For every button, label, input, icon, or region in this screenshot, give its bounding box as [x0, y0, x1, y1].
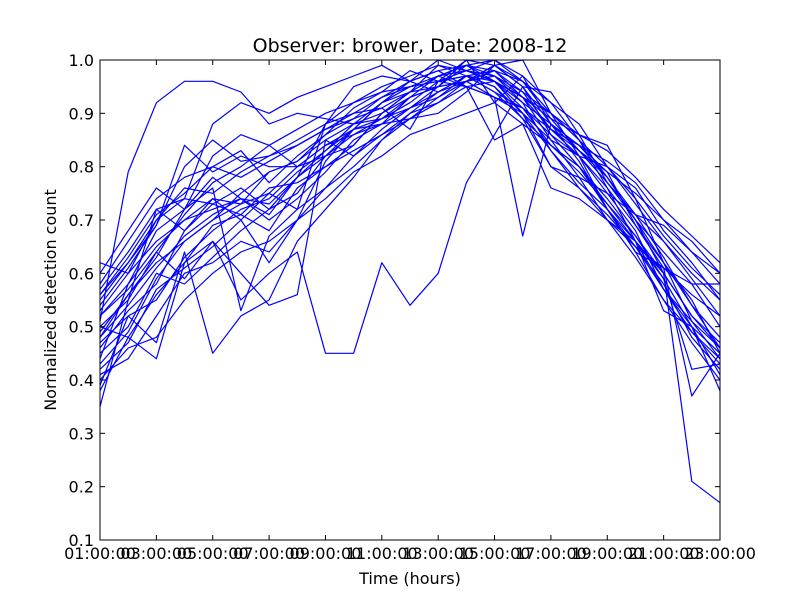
- x-axis-title: Time (hours): [358, 569, 461, 588]
- x-tick-label: 21:00:00: [628, 544, 700, 563]
- y-tick-label: 0.8: [69, 158, 94, 177]
- x-tick-label: 19:00:00: [571, 544, 643, 563]
- series-line-4: [99, 64, 721, 338]
- series-line-28: [99, 59, 721, 338]
- x-tick-label: 09:00:00: [290, 544, 362, 563]
- x-tick-label: 15:00:00: [459, 544, 531, 563]
- y-tick-label: 0.9: [69, 104, 94, 123]
- series-line-5: [99, 59, 721, 301]
- x-tick-label: 05:00:00: [177, 544, 249, 563]
- x-tick-label: 03:00:00: [120, 544, 192, 563]
- y-tick-label: 0.5: [69, 318, 94, 337]
- series-layer: [99, 59, 721, 504]
- y-axis-title: Normalized detection count: [41, 189, 60, 411]
- y-tick-label: 0.2: [69, 478, 94, 497]
- y-tick-label: 0.7: [69, 211, 94, 230]
- series-line-15: [99, 102, 721, 376]
- series-line-22: [99, 75, 720, 338]
- series-line-24: [99, 64, 721, 306]
- series-line-13: [99, 59, 721, 349]
- y-tick-label: 0.3: [69, 424, 94, 443]
- y-tick-label: 0.1: [69, 531, 94, 550]
- series-line-1: [99, 59, 721, 407]
- series-line-7: [99, 75, 721, 381]
- y-tick-label: 0.6: [69, 264, 94, 283]
- plot-frame: [99, 59, 721, 541]
- ticks-layer: 01:00:0003:00:0005:00:0007:00:0009:00:00…: [64, 51, 756, 563]
- x-tick-label: 17:00:00: [515, 544, 587, 563]
- y-tick-label: 0.4: [69, 371, 94, 390]
- series-line-27: [99, 70, 721, 317]
- series-line-23: [99, 80, 721, 365]
- x-tick-label: 07:00:00: [233, 544, 305, 563]
- y-tick-label: 1.0: [69, 51, 94, 70]
- series-line-21: [99, 75, 721, 504]
- x-tick-label: 13:00:00: [402, 544, 474, 563]
- chart-title: Observer: brower, Date: 2008-12: [253, 35, 568, 57]
- series-line-14: [99, 64, 721, 317]
- x-tick-label: 01:00:00: [64, 544, 136, 563]
- series-line-6: [99, 86, 721, 381]
- x-tick-label: 23:00:00: [684, 544, 756, 563]
- series-line-17: [99, 75, 721, 370]
- series-line-25: [99, 64, 721, 317]
- x-tick-label: 11:00:00: [346, 544, 418, 563]
- series-line-19: [99, 70, 721, 391]
